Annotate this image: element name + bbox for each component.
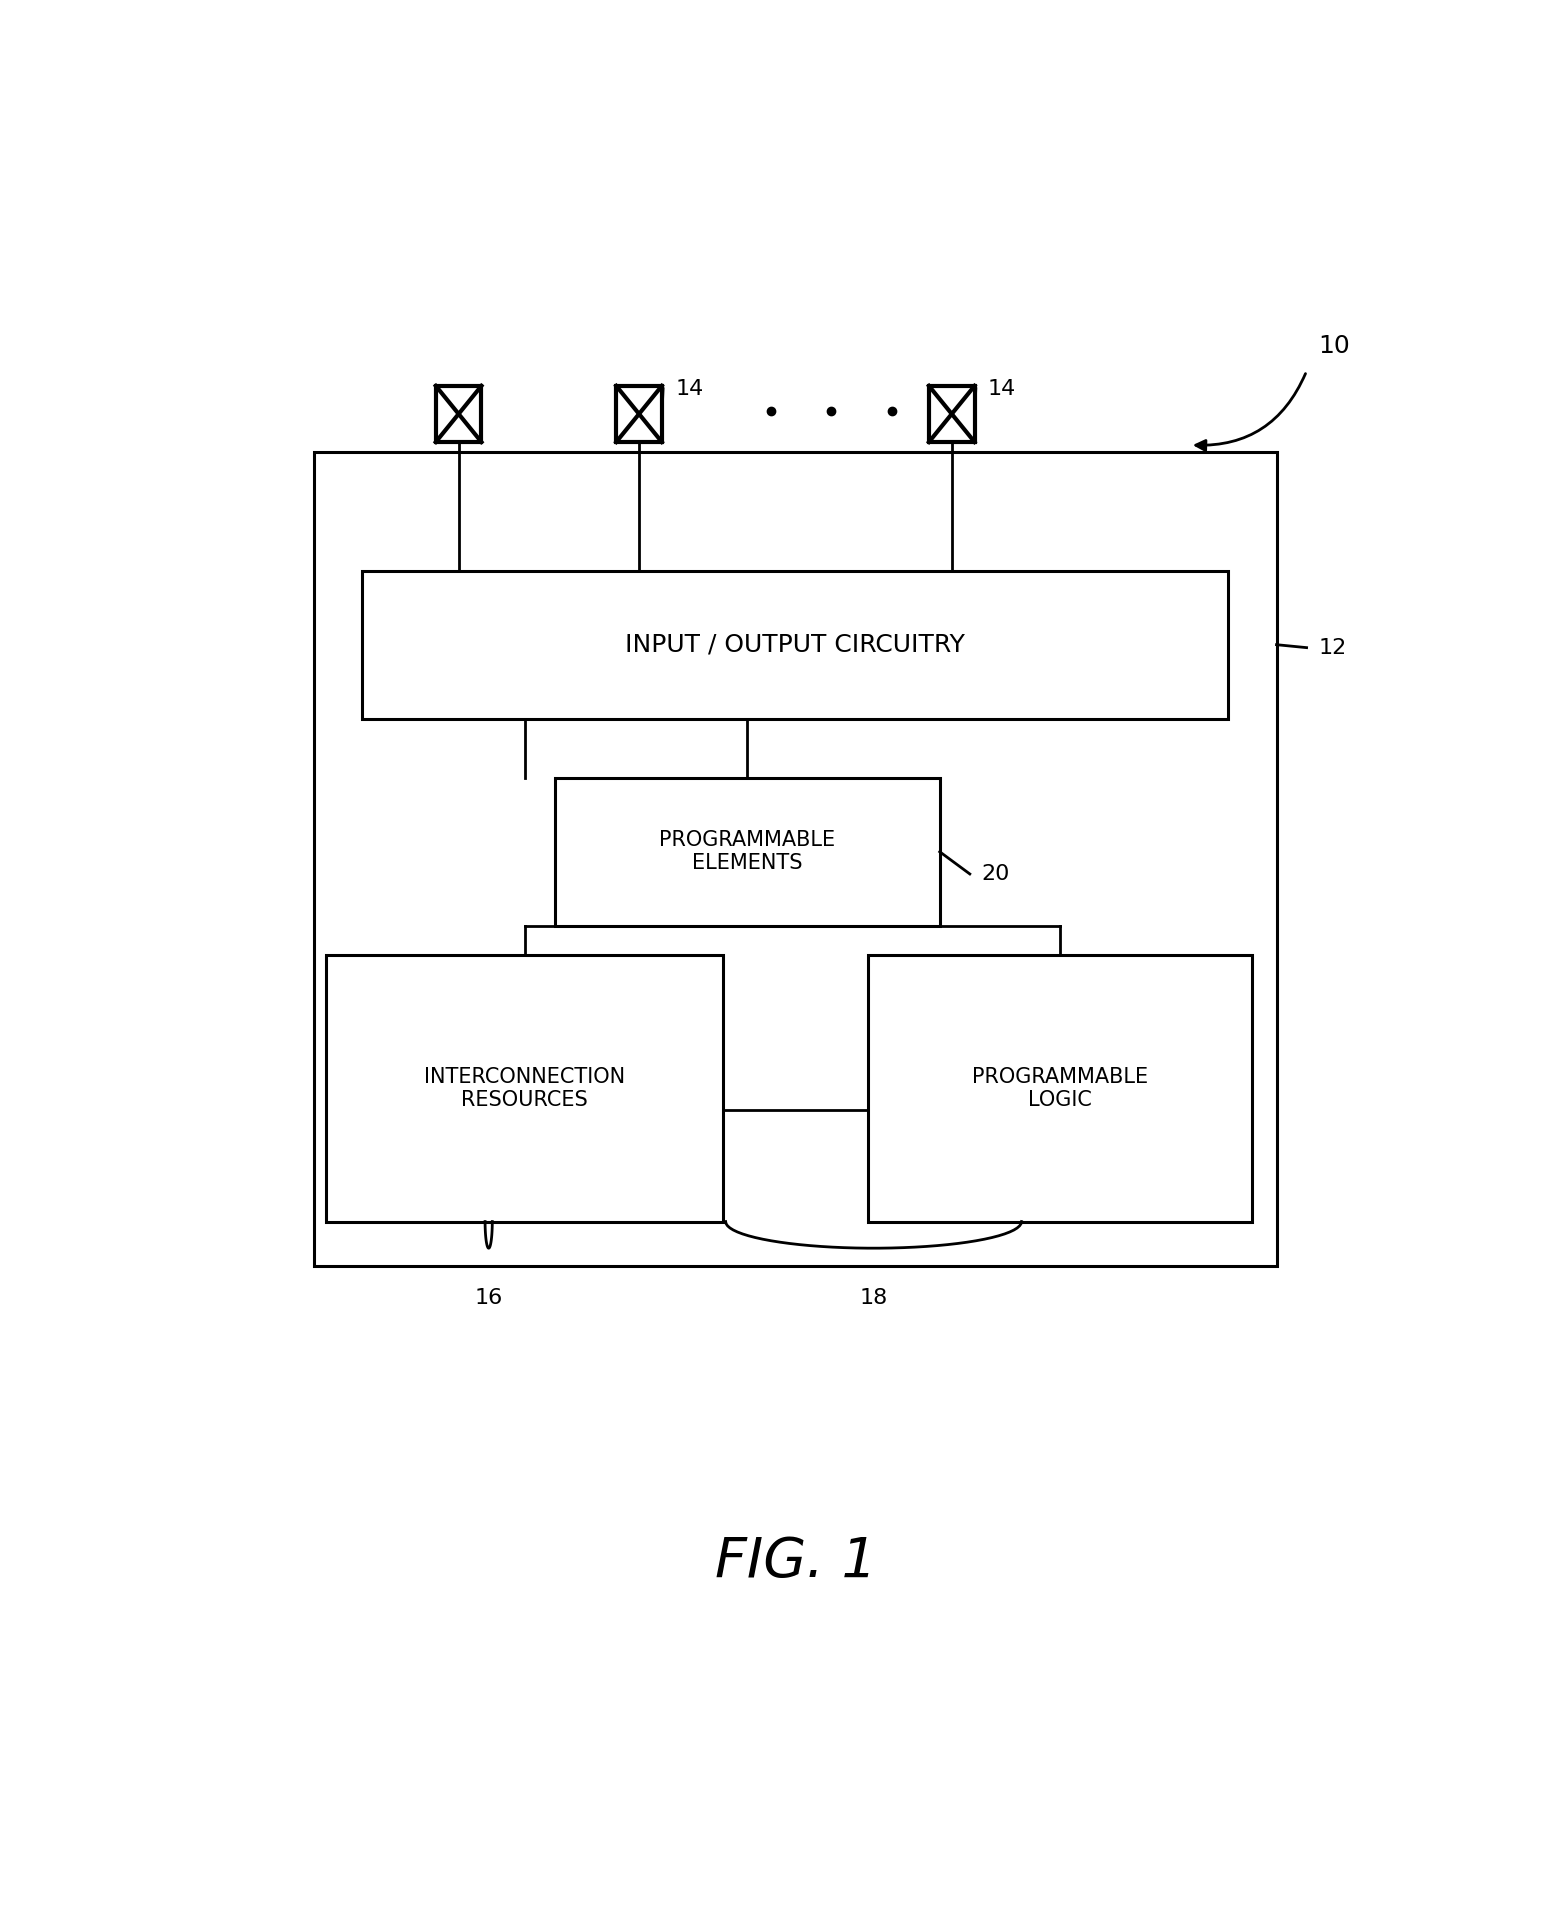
Bar	[314, 451, 1276, 1266]
Text: 16: 16	[475, 1289, 503, 1308]
Bar	[326, 955, 723, 1222]
Text: PROGRAMMABLE
LOGIC: PROGRAMMABLE LOGIC	[972, 1066, 1148, 1110]
Bar	[362, 571, 1228, 718]
Text: PROGRAMMABLE
ELEMENTS: PROGRAMMABLE ELEMENTS	[660, 830, 835, 874]
Bar	[436, 386, 481, 442]
Text: 14: 14	[675, 378, 703, 400]
Bar	[616, 386, 661, 442]
Bar	[868, 955, 1252, 1222]
Text: FIG. 1: FIG. 1	[714, 1535, 877, 1589]
Text: 14: 14	[987, 378, 1017, 400]
Text: 20: 20	[982, 864, 1010, 884]
Text: INTERCONNECTION
RESOURCES: INTERCONNECTION RESOURCES	[424, 1066, 625, 1110]
Text: 18: 18	[860, 1289, 888, 1308]
Text: 12: 12	[1319, 638, 1347, 657]
Bar	[930, 386, 975, 442]
Text: INPUT / OUTPUT CIRCUITRY: INPUT / OUTPUT CIRCUITRY	[625, 632, 965, 657]
Text: 10: 10	[1319, 334, 1350, 357]
Bar	[554, 778, 939, 926]
